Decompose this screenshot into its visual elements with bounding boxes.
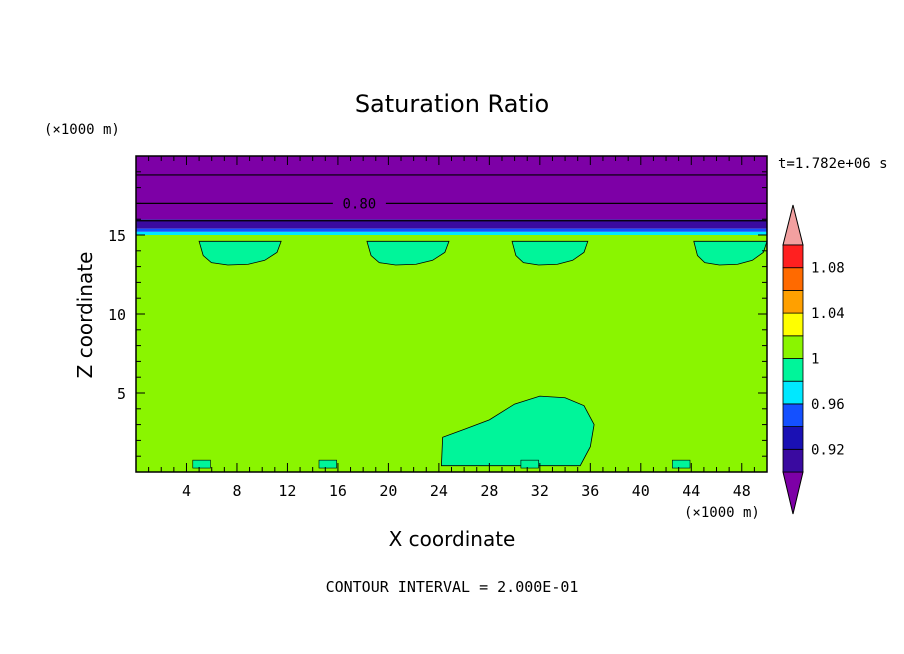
colorbar-under-arrow	[782, 471, 804, 515]
x-tick-label: 20	[379, 482, 397, 500]
x-tick-label: 40	[632, 482, 650, 500]
colorbar-swatch	[782, 426, 804, 450]
x-tick-label: 8	[232, 482, 241, 500]
colorbar-swatch	[782, 335, 804, 359]
x-tick-label: 36	[581, 482, 599, 500]
y-tick-label: 5	[117, 385, 126, 403]
x-tick-label: 16	[329, 482, 347, 500]
moist-cell-upper	[511, 240, 589, 266]
contour-interval-note: CONTOUR INTERVAL = 2.000E-01	[326, 578, 579, 596]
y-axis-label: Z coordinate	[73, 252, 97, 379]
layer-upper-dry	[136, 156, 767, 220]
colorbar-swatch	[782, 244, 804, 269]
layer-layer-098	[136, 231, 767, 235]
colorbar-swatch	[782, 267, 804, 291]
y-tick-label: 15	[108, 227, 126, 245]
chart-title: Saturation Ratio	[355, 90, 549, 118]
colorbar-tick-label: 1.04	[811, 306, 845, 322]
colorbar-swatch	[782, 289, 804, 314]
x-tick-label: 48	[733, 482, 751, 500]
colorbar-swatch	[782, 312, 804, 337]
x-tick-label: 12	[278, 482, 296, 500]
x-unit-label: (×1000 m)	[684, 505, 760, 521]
moist-patch-surface	[520, 459, 539, 469]
x-tick-label: 24	[430, 482, 448, 500]
colorbar-tick-label: 0.96	[811, 397, 845, 413]
time-label: t=1.782e+06 s	[778, 156, 888, 172]
colorbar-swatch	[782, 448, 804, 473]
colorbar-tick-label: 0.92	[811, 442, 845, 458]
layer-layer-096	[136, 228, 767, 232]
x-axis-label: X coordinate	[389, 527, 516, 551]
colorbar-swatch	[782, 358, 804, 382]
colorbar-tick-label: 1.08	[811, 261, 845, 277]
contour-label: 0.80	[343, 196, 377, 212]
moist-patch-surface	[672, 459, 691, 469]
moist-patch-surface	[318, 459, 337, 469]
moist-cell-upper	[693, 240, 768, 266]
y-tick-label: 10	[108, 306, 126, 324]
layer-layer-092	[136, 219, 767, 229]
x-tick-label: 4	[182, 482, 191, 500]
colorbar-over-arrow	[782, 204, 804, 246]
colorbar-tick-label: 1	[811, 352, 819, 368]
layer-interior	[136, 235, 767, 472]
moist-blob-lower	[440, 395, 595, 467]
plot-area: 0.80	[136, 156, 768, 472]
x-tick-label: 32	[531, 482, 549, 500]
colorbar-swatch	[782, 403, 804, 427]
x-tick-label: 28	[480, 482, 498, 500]
moist-cell-upper	[366, 240, 450, 266]
colorbar: 0.92 0.96 1 1.04 1.08	[782, 204, 845, 515]
moist-cell-upper	[198, 240, 282, 266]
y-unit-label: (×1000 m)	[44, 122, 120, 138]
x-tick-label: 44	[682, 482, 700, 500]
colorbar-swatch	[782, 380, 804, 405]
moist-patch-surface	[192, 459, 211, 469]
